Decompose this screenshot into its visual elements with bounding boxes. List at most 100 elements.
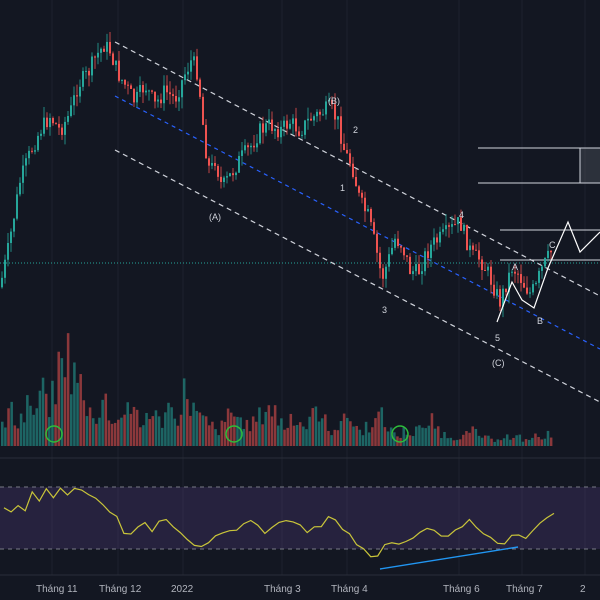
volume-bar xyxy=(48,417,51,446)
volume-bar xyxy=(270,416,274,446)
candle-body xyxy=(469,245,471,251)
volume-bar xyxy=(302,426,305,446)
volume-bar xyxy=(305,429,308,446)
candle-body xyxy=(19,182,21,195)
channel-lower-line[interactable] xyxy=(114,149,600,403)
volume-bar xyxy=(512,437,515,446)
volume-bar xyxy=(201,415,205,446)
candle-body xyxy=(160,99,162,104)
volume-bar xyxy=(418,425,421,446)
candle-body xyxy=(67,115,69,122)
candle-body xyxy=(298,131,300,136)
candle-body xyxy=(244,145,246,151)
x-tick-label: Tháng 4 xyxy=(331,584,368,595)
candle-body xyxy=(49,118,51,128)
candle-body xyxy=(325,101,327,115)
candle-body xyxy=(46,117,48,128)
candle-body xyxy=(373,222,375,234)
volume-bar xyxy=(490,438,493,446)
candle-body xyxy=(547,250,549,258)
channel-mid-line[interactable] xyxy=(114,95,600,350)
candle-body xyxy=(481,259,483,270)
volume-bar xyxy=(170,407,173,446)
x-tick-label: Tháng 7 xyxy=(506,584,543,595)
rsi-divergence-line[interactable] xyxy=(379,546,519,570)
volume-bar xyxy=(540,439,543,446)
volume-bar xyxy=(264,411,267,446)
volume-bar xyxy=(54,404,57,446)
candle-body xyxy=(520,274,522,283)
candle-body xyxy=(415,264,417,272)
candle-body xyxy=(226,176,228,178)
volume-bar xyxy=(258,407,261,446)
volume-bar xyxy=(367,432,371,446)
candle-body xyxy=(40,133,42,136)
candle-body xyxy=(205,124,207,159)
candle-body xyxy=(154,91,156,102)
volume-bar xyxy=(10,401,13,446)
volume-bar xyxy=(26,395,29,446)
candle-body xyxy=(340,116,342,144)
candle-body xyxy=(409,256,411,274)
candle-body xyxy=(313,116,315,121)
volume-bar xyxy=(44,393,48,446)
volume-bar xyxy=(208,425,211,446)
volume-bar xyxy=(308,416,311,446)
volume-bar xyxy=(245,419,249,446)
volume-bar xyxy=(195,410,198,446)
volume-bar xyxy=(107,420,111,446)
candle-body xyxy=(397,238,399,247)
volume-bar xyxy=(66,333,70,446)
volume-bar xyxy=(283,429,286,446)
channel-upper-line[interactable] xyxy=(114,41,600,297)
candle-body xyxy=(550,250,552,253)
candle-body xyxy=(199,79,201,97)
candle-body xyxy=(529,292,531,294)
candle-body xyxy=(259,123,261,144)
volume-bar xyxy=(433,428,437,446)
candle-body xyxy=(436,237,438,243)
candle-body xyxy=(253,145,255,148)
volume-bar xyxy=(427,425,431,446)
wave-projection-path[interactable] xyxy=(496,220,600,323)
volume-bar xyxy=(91,418,95,446)
volume-bar xyxy=(527,439,531,446)
volume-bar xyxy=(480,437,484,446)
volume-bar xyxy=(126,402,129,446)
candle-body xyxy=(91,56,93,76)
circle-marker-icon xyxy=(45,425,63,443)
candle-body xyxy=(484,269,486,271)
candle-body xyxy=(421,271,423,274)
candle-body xyxy=(316,111,318,117)
volume-bar xyxy=(361,435,365,446)
candle-body xyxy=(1,277,3,288)
volume-bar xyxy=(411,436,415,446)
candle-body xyxy=(493,284,495,296)
volume-bar xyxy=(471,426,474,446)
volume-bar xyxy=(273,405,277,446)
candle-body xyxy=(511,271,513,273)
candle-body xyxy=(256,143,258,148)
candle-body xyxy=(271,119,273,131)
volume-bar xyxy=(198,412,202,446)
resistance-zone[interactable] xyxy=(579,147,600,184)
volume-bar xyxy=(189,415,192,446)
candle-body xyxy=(118,60,120,81)
volume-bar xyxy=(248,431,252,446)
candle-body xyxy=(352,163,354,178)
candle-body xyxy=(25,158,27,166)
candle-body xyxy=(262,123,264,133)
volume-bar xyxy=(502,438,506,446)
volume-bar xyxy=(132,406,136,446)
candle-body xyxy=(130,85,132,89)
wave-label-5: 5 xyxy=(495,333,500,343)
rsi-line xyxy=(3,487,555,558)
volume-bar xyxy=(505,434,509,446)
volume-bar xyxy=(455,439,459,446)
candle-body xyxy=(148,90,150,92)
candle-body xyxy=(499,289,501,307)
candles xyxy=(1,32,552,318)
volume-bar xyxy=(226,408,230,446)
candle-body xyxy=(241,150,243,156)
